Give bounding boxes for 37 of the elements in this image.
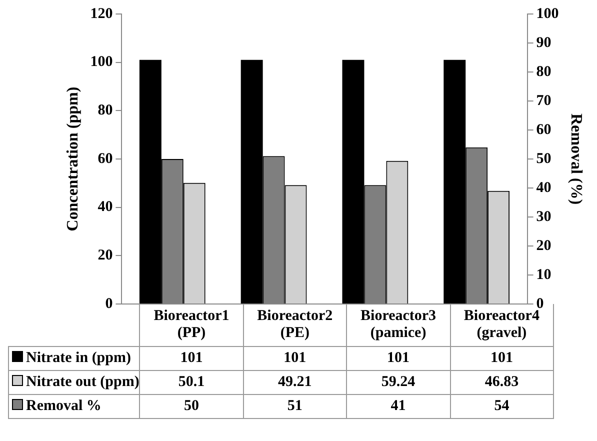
y2-tick-label: 10 (536, 266, 552, 283)
y-tick-label: 20 (98, 248, 113, 264)
data-label: 101 (140, 346, 244, 370)
data-label: 50 (140, 394, 244, 418)
legend-label: Nitrate in (ppm) (8, 346, 140, 370)
data-label: 46.83 (450, 370, 554, 394)
data-label: 101 (346, 346, 450, 370)
data-label: 101 (243, 346, 347, 370)
data-label: 51 (243, 394, 347, 418)
y-tick-label: 40 (98, 199, 113, 216)
y2-tick-label: 30 (536, 208, 552, 225)
y2-tick-label: 20 (536, 238, 552, 254)
data-label: 50.1 (140, 370, 244, 394)
x-tick-label: Bioreactor2 (PE) (243, 304, 347, 346)
legend-label: Removal % (8, 394, 140, 418)
x-tick-label: Bioreactor3 (pamice) (346, 304, 450, 346)
y-tick-label: 80 (98, 102, 113, 119)
data-label: 101 (450, 346, 554, 370)
y2-tick-label: 80 (536, 64, 552, 80)
data-label: 59.24 (346, 370, 450, 394)
y-tick-label: 120 (90, 6, 113, 22)
y-tick-label: 100 (90, 54, 113, 70)
y2-tick-label: 70 (536, 92, 552, 109)
data-label: 41 (346, 394, 450, 418)
legend-label: Nitrate out (ppm) (8, 370, 140, 394)
y2-tick-label: 100 (536, 6, 559, 22)
y2-axis-title: Removal (%) (567, 113, 584, 205)
y2-tick-label: 60 (536, 122, 552, 138)
y2-tick-label: 50 (536, 150, 552, 167)
x-tick-label: Bioreactor1 (PP) (140, 304, 244, 346)
y2-tick-label: 90 (536, 34, 552, 51)
y-tick-label: 0 (105, 296, 113, 312)
y2-tick-label: 40 (536, 180, 552, 196)
y-tick-label: 60 (98, 150, 113, 167)
data-label: 49.21 (243, 370, 347, 394)
y-axis-title: Concentration (ppm) (64, 86, 82, 232)
data-label: 54 (450, 394, 554, 418)
